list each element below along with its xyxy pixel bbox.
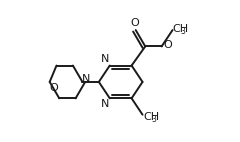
Text: N: N: [101, 99, 109, 109]
Text: 3: 3: [181, 27, 186, 36]
Text: N: N: [82, 74, 91, 84]
Text: O: O: [131, 18, 139, 28]
Text: N: N: [101, 54, 109, 64]
Text: CH: CH: [143, 112, 159, 122]
Text: O: O: [164, 40, 173, 50]
Text: CH: CH: [172, 24, 188, 34]
Text: 3: 3: [152, 115, 157, 124]
Text: O: O: [49, 83, 58, 93]
